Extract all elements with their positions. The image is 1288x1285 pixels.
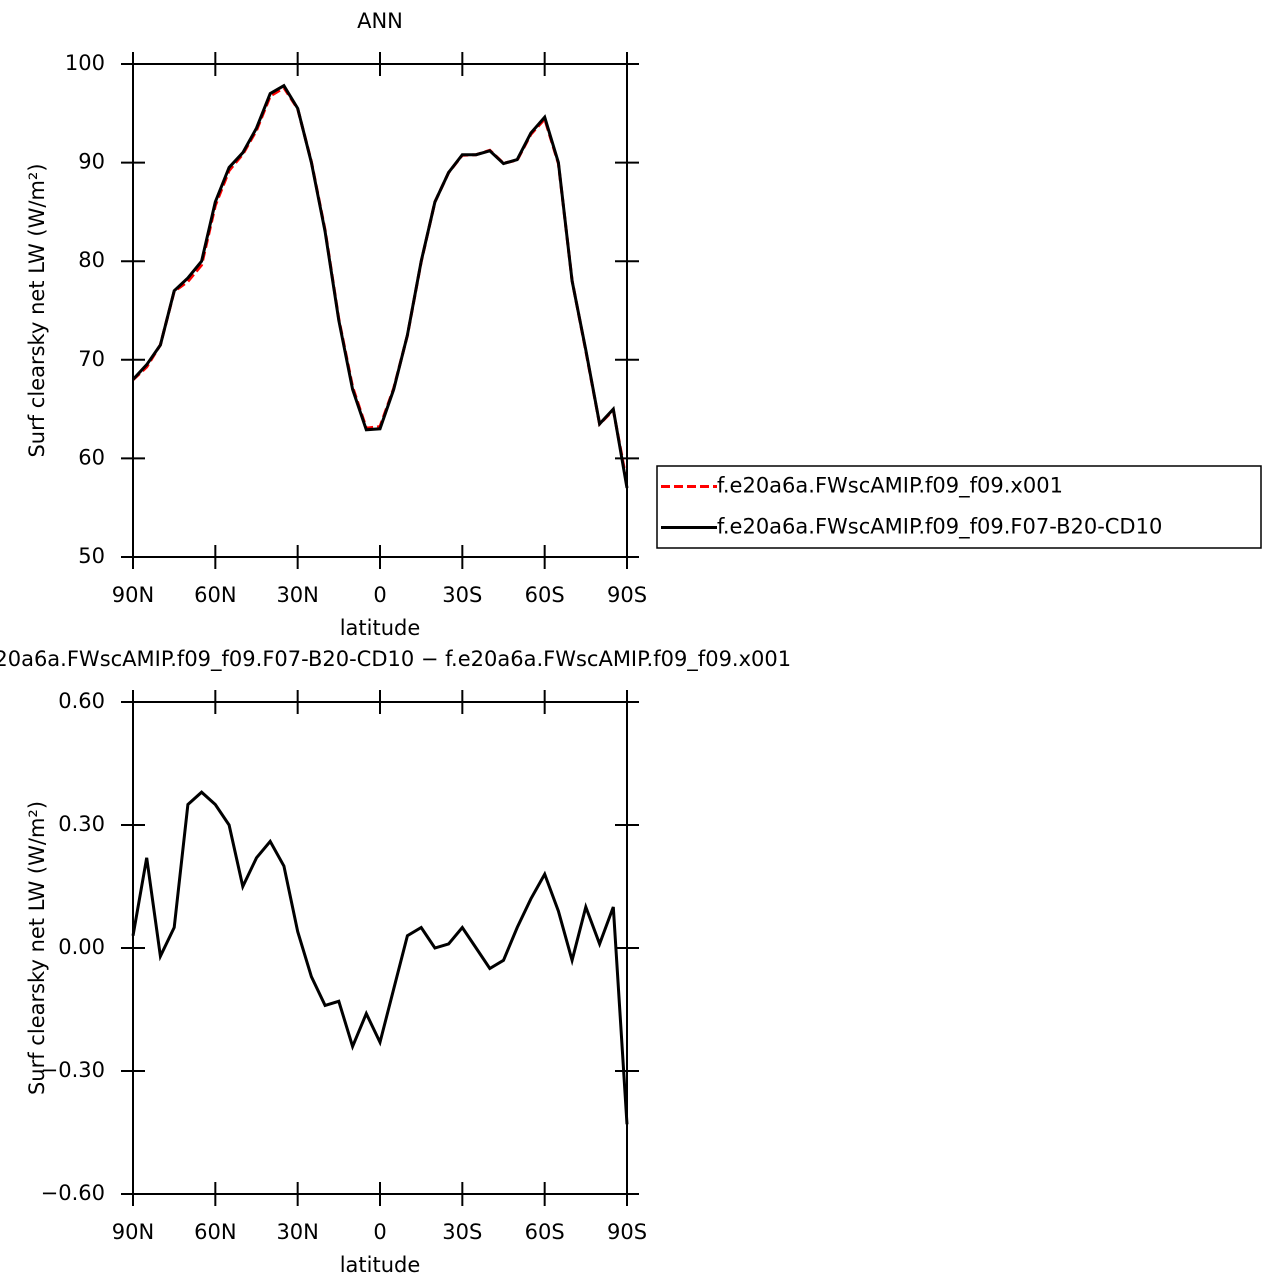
x-tick-label: 60N xyxy=(194,583,236,607)
data-line xyxy=(131,83,629,489)
y-tick-label: 0.60 xyxy=(58,689,105,713)
x-tick-label: 60S xyxy=(525,583,565,607)
plot-frame xyxy=(132,701,628,1195)
plot-frame xyxy=(132,63,628,558)
chart-title: f.e20a6a.FWscAMIP.f09_f09.F07-B20-CD10 −… xyxy=(0,647,791,672)
legend-box xyxy=(656,465,1262,549)
x-tick-label: 0 xyxy=(373,583,386,607)
x-tick-label: 90N xyxy=(112,1220,154,1244)
x-tick-label: 30N xyxy=(276,583,318,607)
y-tick-label: 90 xyxy=(78,150,105,174)
x-tick-label: 30S xyxy=(442,583,482,607)
y-tick-label: 80 xyxy=(78,248,105,272)
x-tick-label: 0 xyxy=(373,1220,386,1244)
y-tick-label: 0.30 xyxy=(58,812,105,836)
y-axis-label: Surf clearsky net LW (W/m²) xyxy=(25,163,49,457)
x-tick-label: 30N xyxy=(276,1220,318,1244)
x-tick-label: 90N xyxy=(112,583,154,607)
y-tick-label: 70 xyxy=(78,347,105,371)
x-tick-label: 60S xyxy=(525,1220,565,1244)
y-tick-label: −0.60 xyxy=(41,1181,105,1205)
y-tick-label: 100 xyxy=(65,51,105,75)
x-tick-label: 90S xyxy=(607,1220,647,1244)
y-axis-label: Surf clearsky net LW (W/m²) xyxy=(25,801,49,1095)
legend-label: f.e20a6a.FWscAMIP.f09_f09.F07-B20-CD10 xyxy=(717,515,1162,540)
y-tick-label: 60 xyxy=(78,445,105,469)
legend-label: f.e20a6a.FWscAMIP.f09_f09.x001 xyxy=(717,474,1063,499)
y-tick-label: 50 xyxy=(78,544,105,568)
data-line xyxy=(131,790,629,1125)
x-tick-label: 90S xyxy=(607,583,647,607)
x-axis-label: latitude xyxy=(340,616,421,640)
y-tick-label: −0.30 xyxy=(41,1058,105,1082)
y-tick-label: 0.00 xyxy=(58,935,105,959)
x-tick-label: 30S xyxy=(442,1220,482,1244)
x-tick-label: 60N xyxy=(194,1220,236,1244)
chart-title: ANN xyxy=(357,9,403,33)
x-axis-label: latitude xyxy=(340,1253,421,1277)
